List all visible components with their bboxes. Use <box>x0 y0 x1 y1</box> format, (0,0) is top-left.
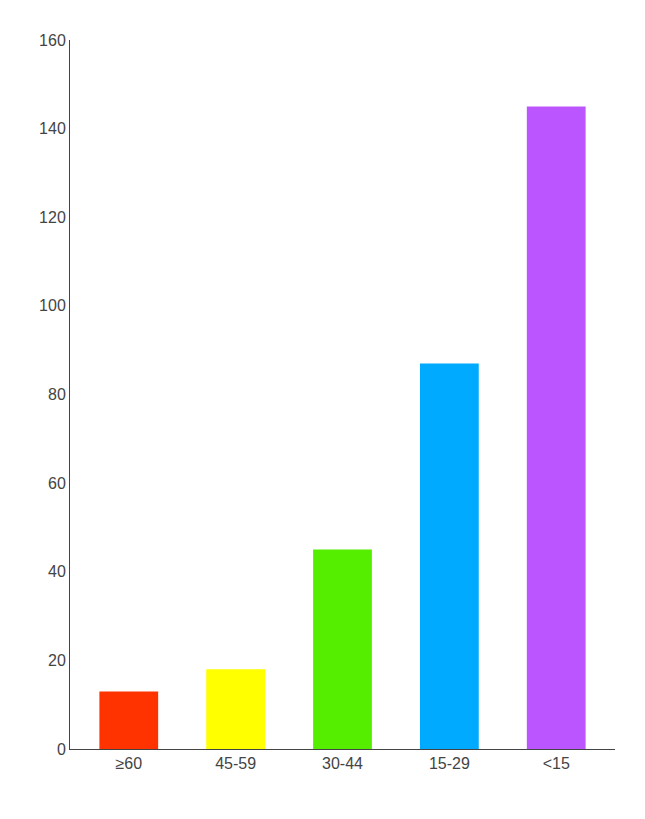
svg-text:0: 0 <box>57 741 66 758</box>
svg-text:15-29: 15-29 <box>429 755 470 772</box>
svg-text:<15: <15 <box>543 755 570 772</box>
svg-text:80: 80 <box>48 386 66 403</box>
svg-text:60: 60 <box>48 475 66 492</box>
svg-text:120: 120 <box>39 209 66 226</box>
svg-text:40: 40 <box>48 563 66 580</box>
svg-text:100: 100 <box>39 297 66 314</box>
svg-text:45-59: 45-59 <box>215 755 256 772</box>
svg-text:20: 20 <box>48 652 66 669</box>
svg-text:30-44: 30-44 <box>322 755 363 772</box>
svg-text:160: 160 <box>39 32 66 49</box>
svg-text:≥60: ≥60 <box>115 755 142 772</box>
svg-text:140: 140 <box>39 120 66 137</box>
